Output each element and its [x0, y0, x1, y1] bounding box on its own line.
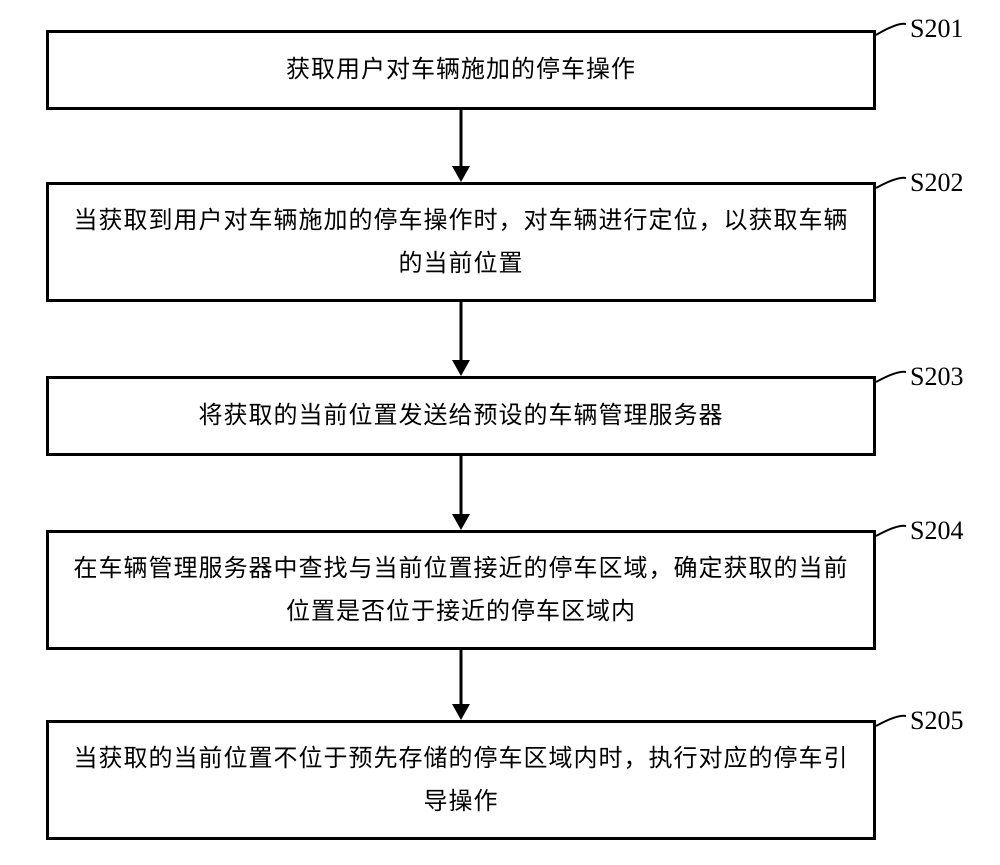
flow-arrow-2 — [448, 302, 474, 376]
flow-step-s202: 当获取到用户对车辆施加的停车操作时，对车辆进行定位，以获取车辆的当前位置 — [46, 182, 876, 302]
leader-line-s203 — [872, 366, 910, 386]
flow-arrow-1 — [448, 110, 474, 182]
leader-line-s201 — [872, 18, 910, 39]
flow-arrow-4 — [448, 650, 474, 720]
flow-step-s201: 获取用户对车辆施加的停车操作 — [46, 30, 876, 110]
step-label-s203: S203 — [910, 362, 963, 392]
flow-step-text: 将获取的当前位置发送给预设的车辆管理服务器 — [199, 394, 724, 437]
flow-step-text: 当获取到用户对车辆施加的停车操作时，对车辆进行定位，以获取车辆的当前位置 — [73, 199, 849, 285]
flow-step-s204: 在车辆管理服务器中查找与当前位置接近的停车区域，确定获取的当前位置是否位于接近的… — [46, 530, 876, 650]
leader-line-s205 — [872, 710, 910, 730]
flow-step-s205: 当获取的当前位置不位于预先存储的停车区域内时，执行对应的停车引导操作 — [46, 720, 876, 840]
step-label-s205: S205 — [910, 706, 963, 736]
leader-line-s202 — [872, 172, 910, 192]
step-label-s204: S204 — [910, 516, 963, 546]
flow-arrow-3 — [448, 456, 474, 530]
flow-step-s203: 将获取的当前位置发送给预设的车辆管理服务器 — [46, 376, 876, 456]
step-label-s202: S202 — [910, 168, 963, 198]
flow-step-text: 当获取的当前位置不位于预先存储的停车区域内时，执行对应的停车引导操作 — [73, 737, 849, 823]
step-label-s201: S201 — [910, 14, 963, 44]
flow-step-text: 在车辆管理服务器中查找与当前位置接近的停车区域，确定获取的当前位置是否位于接近的… — [73, 547, 849, 633]
flow-step-text: 获取用户对车辆施加的停车操作 — [286, 48, 636, 91]
leader-line-s204 — [872, 520, 910, 540]
